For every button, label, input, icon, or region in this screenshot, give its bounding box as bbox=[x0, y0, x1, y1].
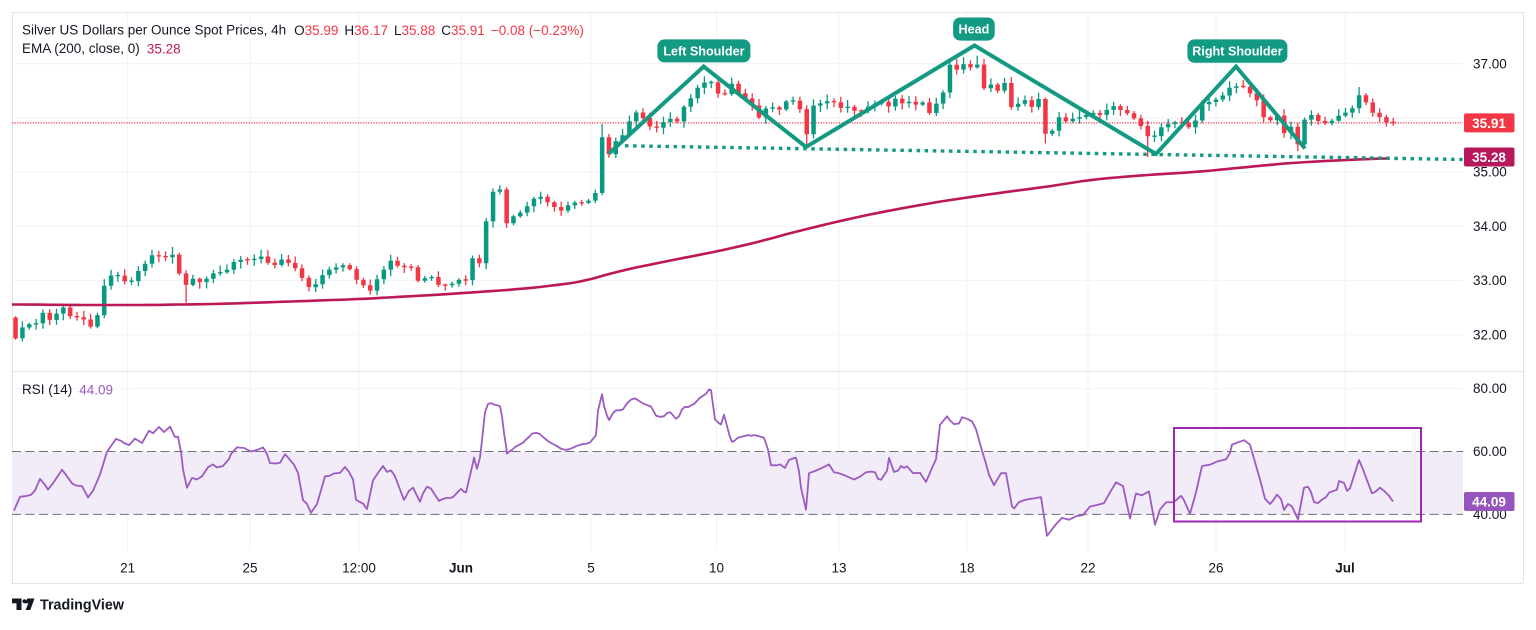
svg-text:21: 21 bbox=[120, 561, 135, 576]
svg-text:13: 13 bbox=[831, 561, 846, 576]
svg-text:34.00: 34.00 bbox=[1473, 219, 1507, 234]
svg-text:44.09: 44.09 bbox=[1472, 495, 1506, 510]
svg-text:25: 25 bbox=[242, 561, 257, 576]
svg-text:RSI (14)44.09: RSI (14) 44.09 bbox=[22, 382, 113, 397]
svg-text:10: 10 bbox=[709, 561, 724, 576]
svg-text:37.00: 37.00 bbox=[1473, 56, 1507, 71]
svg-text:18: 18 bbox=[959, 561, 974, 576]
svg-text:60.00: 60.00 bbox=[1473, 444, 1507, 459]
svg-text:26: 26 bbox=[1208, 561, 1223, 576]
svg-text:Jul: Jul bbox=[1335, 561, 1355, 576]
svg-text:35.28: 35.28 bbox=[1472, 150, 1506, 165]
svg-text:EMA (200, close, 0)35.28: EMA (200, close, 0) 35.28 bbox=[22, 41, 181, 56]
svg-text:TradingView: TradingView bbox=[40, 598, 125, 614]
svg-text:80.00: 80.00 bbox=[1473, 381, 1507, 396]
svg-text:33.00: 33.00 bbox=[1473, 273, 1507, 288]
svg-text:32.00: 32.00 bbox=[1473, 327, 1507, 342]
svg-text:35.91: 35.91 bbox=[1472, 116, 1506, 131]
svg-text:35.00: 35.00 bbox=[1473, 165, 1507, 180]
svg-text:12:00: 12:00 bbox=[342, 561, 376, 576]
svg-text:Head: Head bbox=[959, 23, 990, 37]
svg-text:Left Shoulder: Left Shoulder bbox=[663, 44, 744, 58]
svg-text:Right Shoulder: Right Shoulder bbox=[1192, 45, 1282, 59]
svg-text:5: 5 bbox=[587, 561, 595, 576]
svg-text:Silver US Dollars per Ounce Sp: Silver US Dollars per Ounce Spot Prices,… bbox=[22, 23, 584, 38]
svg-text:Jun: Jun bbox=[449, 561, 473, 576]
svg-text:22: 22 bbox=[1080, 561, 1095, 576]
